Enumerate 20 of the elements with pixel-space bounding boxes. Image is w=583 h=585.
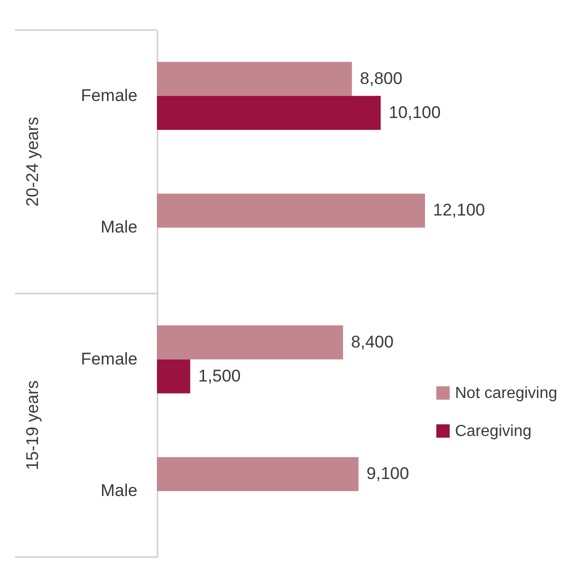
bar xyxy=(157,194,425,228)
data-label: 12,100 xyxy=(433,200,485,220)
legend-label: Not caregiving xyxy=(455,385,558,402)
y-tick-label: Male xyxy=(100,218,138,237)
y-tick-label: Female xyxy=(80,86,138,105)
y-tick-label: Male xyxy=(100,481,138,500)
bar xyxy=(157,62,352,96)
text: 15-19 years xyxy=(23,380,42,470)
data-label: 10,100 xyxy=(388,102,441,122)
data-label: 9,100 xyxy=(366,464,410,484)
y-tick-label: Female xyxy=(80,349,138,368)
legend-label: Caregiving xyxy=(455,423,532,440)
bar xyxy=(157,359,190,394)
data-label: 8,400 xyxy=(351,332,394,352)
bar xyxy=(157,96,381,130)
bar xyxy=(157,457,359,492)
bar xyxy=(157,325,344,360)
data-label: 1,500 xyxy=(198,366,241,386)
text: 20-24 years xyxy=(23,116,42,207)
data-label: 8,800 xyxy=(360,68,402,88)
